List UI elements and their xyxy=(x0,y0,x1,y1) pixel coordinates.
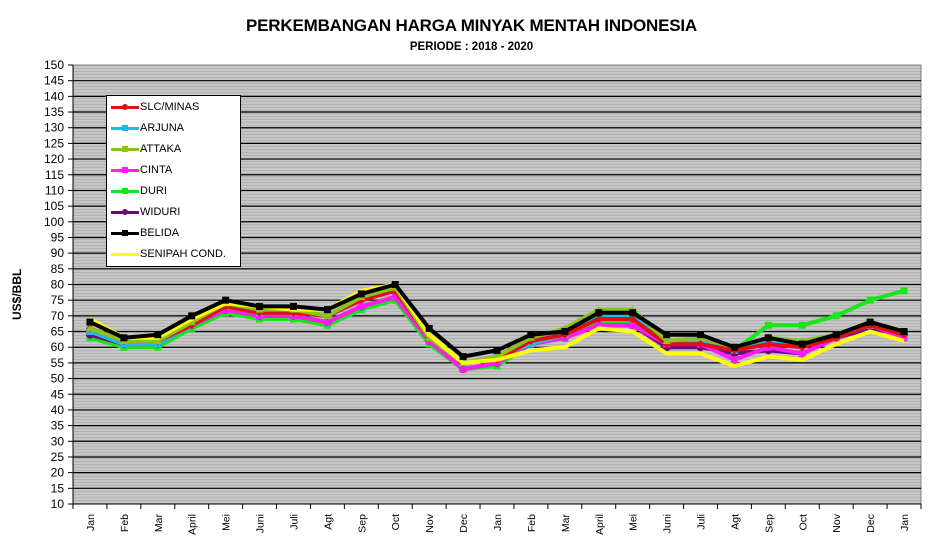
legend-label: SLC/MINAS xyxy=(140,101,200,113)
y-tick-label: 55 xyxy=(51,356,65,370)
legend-label: SENIPAH COND. xyxy=(140,248,226,260)
x-tick-label: Dec xyxy=(458,514,470,533)
y-tick-label: 115 xyxy=(45,168,64,182)
y-tick-label: 140 xyxy=(44,89,64,103)
y-tick-label: 30 xyxy=(51,434,65,448)
x-tick-label: Sep xyxy=(763,514,775,533)
x-tick-label: Jan xyxy=(85,514,97,531)
x-tick-label: Agt xyxy=(729,514,741,530)
legend-item: SENIPAH COND. xyxy=(111,246,226,262)
legend-label: WIDURI xyxy=(140,206,181,218)
y-tick-label: 35 xyxy=(51,419,65,433)
legend-swatch-icon xyxy=(111,184,139,198)
x-tick-label: Nov xyxy=(424,513,436,532)
x-tick-label: Juni xyxy=(255,514,267,533)
x-tick-label: Feb xyxy=(526,514,538,532)
x-tick-label: April xyxy=(187,514,199,535)
x-tick-label: Mar xyxy=(153,514,165,533)
y-tick-label: 85 xyxy=(51,262,65,276)
x-tick-label: Mei xyxy=(628,514,640,531)
x-tick-label: Jan xyxy=(899,514,911,531)
y-tick-label: 45 xyxy=(51,387,65,401)
x-tick-label: Jan xyxy=(492,514,504,531)
legend-swatch-icon xyxy=(111,100,139,114)
y-tick-label: 80 xyxy=(51,278,65,292)
legend-label: ATTAKA xyxy=(140,143,182,155)
legend-item: ARJUNA xyxy=(111,120,184,136)
y-tick-label: 110 xyxy=(45,183,64,197)
x-tick-label: Oct xyxy=(390,514,402,530)
series-belida xyxy=(86,281,908,361)
y-tick-label: 65 xyxy=(51,325,65,339)
y-tick-label: 40 xyxy=(51,403,65,417)
x-tick-label: Juli xyxy=(288,514,300,530)
y-tick-label: 60 xyxy=(51,340,65,354)
y-tick-label: 10 xyxy=(51,497,65,511)
x-tick-label: April xyxy=(594,514,606,535)
y-tick-label: 90 xyxy=(51,246,65,260)
x-tick-label: Agt xyxy=(322,514,334,530)
legend-label: ARJUNA xyxy=(140,122,185,134)
x-tick-label: Juli xyxy=(696,514,708,530)
legend-swatch-icon xyxy=(111,163,139,177)
x-tick-label: Oct xyxy=(797,514,809,530)
x-tick-label: Juni xyxy=(662,514,674,533)
legend-swatch-icon xyxy=(111,247,139,261)
x-tick-label: Dec xyxy=(865,514,877,533)
y-tick-label: 95 xyxy=(51,230,65,244)
data-series xyxy=(85,281,909,374)
legend-item: CINTA xyxy=(111,162,172,178)
y-tick-label: 105 xyxy=(44,199,64,213)
legend-swatch-icon xyxy=(111,205,139,219)
chart-title: PERKEMBANGAN HARGA MINYAK MENTAH INDONES… xyxy=(246,16,697,35)
y-tick-label: 20 xyxy=(51,466,65,480)
legend: SLC/MINAS ARJUNA ATTAKA CINTA DURI WIDURI BELI… xyxy=(106,95,241,267)
y-tick-label: 135 xyxy=(44,105,64,119)
y-tick-label: 145 xyxy=(44,74,64,88)
legend-label: BELIDA xyxy=(140,227,180,239)
y-tick-label: 70 xyxy=(51,309,65,323)
y-tick-label: 100 xyxy=(44,215,64,229)
x-tick-label: Sep xyxy=(356,514,368,533)
legend-label: CINTA xyxy=(140,164,173,176)
legend-swatch-icon xyxy=(111,226,139,240)
y-tick-label: 125 xyxy=(44,136,64,150)
y-tick-label: 15 xyxy=(51,481,65,495)
legend-label: DURI xyxy=(140,185,167,197)
legend-item: DURI xyxy=(111,183,167,199)
legend-item: WIDURI xyxy=(111,204,180,220)
chart-subtitle: PERIODE : 2018 - 2020 xyxy=(409,41,534,53)
x-tick-label: Mar xyxy=(560,514,572,533)
x-axis: Jan Feb Mar April Mei Juni Juli Agt Sep Oct Nov Dec… xyxy=(72,503,922,535)
y-tick-label: 150 xyxy=(44,58,64,72)
y-tick-label: 130 xyxy=(44,121,64,135)
y-tick-label: 75 xyxy=(51,293,65,307)
y-tick-label: 50 xyxy=(51,372,65,386)
legend-item: SLC/MINAS xyxy=(111,99,199,115)
x-tick-label: Mei xyxy=(221,514,233,531)
y-tick-label: 120 xyxy=(44,152,64,166)
y-tick-label: 25 xyxy=(51,450,65,464)
legend-item: BELIDA xyxy=(111,225,179,241)
x-tick-label: Feb xyxy=(119,514,131,532)
legend-swatch-icon xyxy=(111,121,139,135)
legend-swatch-icon xyxy=(111,142,139,156)
x-tick-label: Nov xyxy=(831,513,843,532)
legend-item: ATTAKA xyxy=(111,141,181,157)
